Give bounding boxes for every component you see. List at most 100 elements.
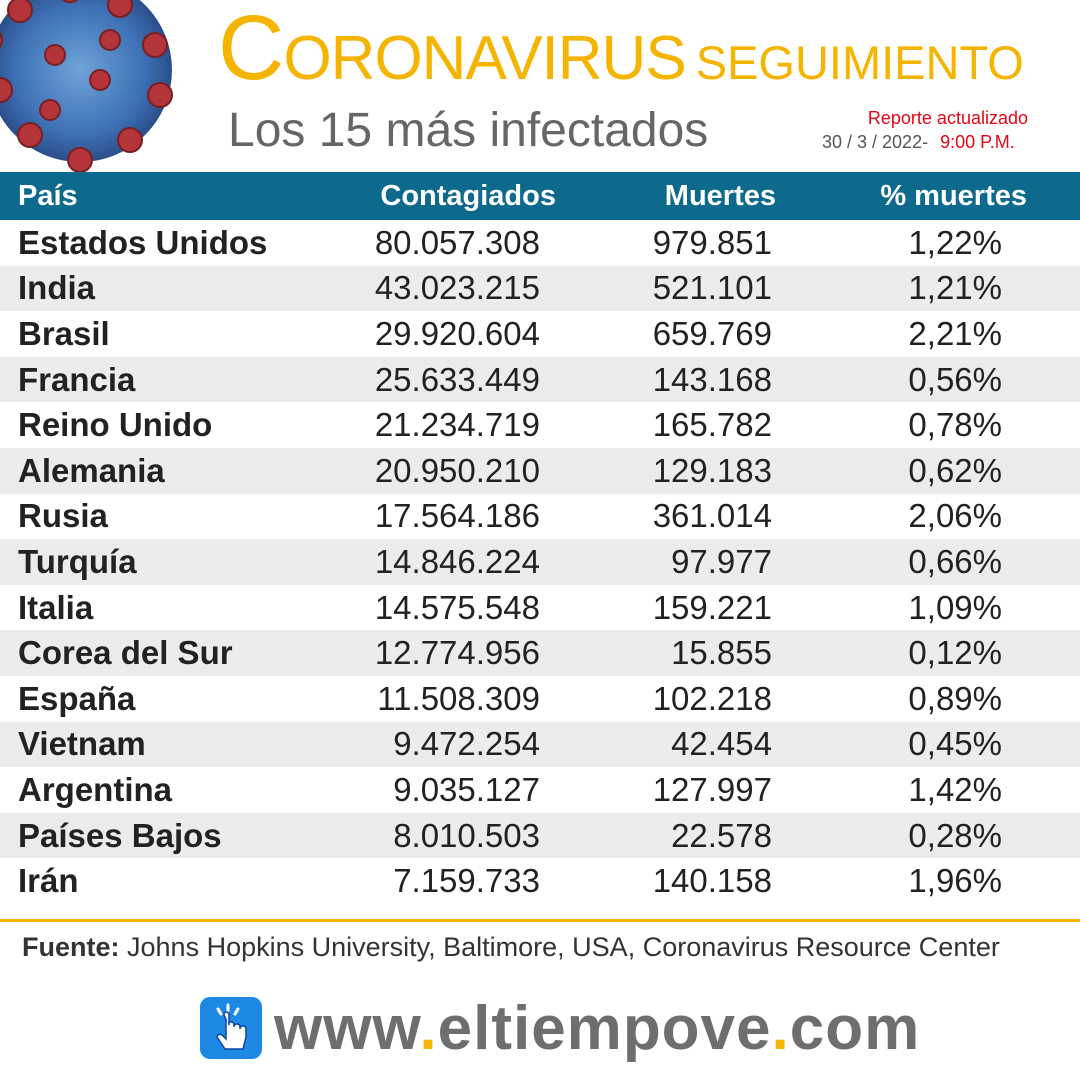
country-cell: Alemania: [18, 451, 165, 489]
pct-cell: 0,12%: [908, 634, 1002, 672]
deaths-cell: 15.855: [671, 634, 772, 672]
url-www: www: [274, 993, 420, 1063]
pct-cell: 0,45%: [908, 725, 1002, 763]
deaths-cell: 97.977: [671, 542, 772, 580]
table-row: Alemania 20.950.210 129.183 0,62%: [0, 447, 1080, 494]
cases-cell: 20.950.210: [374, 451, 540, 489]
data-table: País Contagiados Muertes % muertes Estad…: [0, 172, 1080, 904]
pct-cell: 2,06%: [908, 497, 1002, 535]
table-row: Rusia 17.564.186 361.014 2,06%: [0, 494, 1080, 540]
divider: [0, 919, 1080, 922]
table-row: Países Bajos 8.010.503 22.578 0,28%: [0, 812, 1080, 859]
pct-cell: 1,96%: [908, 862, 1002, 900]
deaths-cell: 165.782: [652, 406, 772, 444]
url-dot: .: [771, 993, 790, 1063]
deaths-cell: 361.014: [652, 497, 772, 535]
pct-cell: 1,22%: [908, 223, 1002, 261]
table-row: Italia 14.575.548 159.221 1,09%: [0, 585, 1080, 631]
cases-cell: 14.575.548: [374, 588, 540, 626]
report-datetime: 30 / 3 / 2022- 9:00 P.M.: [822, 132, 1015, 153]
hand-pointer-icon: [200, 997, 262, 1059]
deaths-cell: 22.578: [671, 816, 772, 854]
deaths-cell: 42.454: [671, 725, 772, 763]
country-cell: España: [18, 679, 136, 717]
table-row: Brasil 29.920.604 659.769 2,21%: [0, 311, 1080, 357]
subtitle: Los 15 más infectados: [228, 104, 709, 157]
deaths-cell: 659.769: [652, 314, 772, 352]
cases-cell: 21.234.719: [374, 406, 540, 444]
pct-cell: 0,62%: [908, 451, 1002, 489]
country-cell: Países Bajos: [18, 816, 222, 854]
country-cell: Irán: [18, 862, 79, 900]
pct-cell: 0,28%: [908, 816, 1002, 854]
table-row: India 43.023.215 521.101 1,21%: [0, 265, 1080, 312]
pct-cell: 0,56%: [908, 360, 1002, 398]
page-title: CORONAVIRUS SEGUIMIENTO: [218, 2, 1024, 94]
deaths-cell: 127.997: [652, 770, 772, 808]
header: CORONAVIRUS SEGUIMIENTO Los 15 más infect…: [0, 0, 1080, 172]
table-row: Estados Unidos 80.057.308 979.851 1,22%: [0, 220, 1080, 266]
country-cell: Vietnam: [18, 725, 146, 763]
country-cell: Estados Unidos: [18, 223, 268, 261]
source-label: Fuente:: [22, 932, 120, 962]
report-date: 30 / 3 / 2022-: [822, 132, 929, 152]
title-initial: C: [218, 0, 284, 99]
cases-cell: 25.633.449: [374, 360, 540, 398]
cases-cell: 29.920.604: [374, 314, 540, 352]
website-url[interactable]: www.eltiempove.com: [274, 993, 920, 1064]
cases-cell: 9.035.127: [393, 770, 540, 808]
deaths-cell: 129.183: [652, 451, 772, 489]
header-deaths: Muertes: [664, 179, 776, 212]
deaths-cell: 521.101: [652, 269, 772, 307]
table-header: País Contagiados Muertes % muertes: [0, 172, 1080, 220]
cases-cell: 9.472.254: [393, 725, 540, 763]
table-row: Irán 7.159.733 140.158 1,96%: [0, 858, 1080, 904]
pct-cell: 1,42%: [908, 770, 1002, 808]
url-tld: com: [789, 993, 921, 1063]
header-pct: % muertes: [880, 179, 1027, 212]
cases-cell: 43.023.215: [374, 269, 540, 307]
table-row: Corea del Sur 12.774.956 15.855 0,12%: [0, 630, 1080, 676]
cases-cell: 12.774.956: [374, 634, 540, 672]
country-cell: India: [18, 269, 96, 307]
pct-cell: 1,09%: [908, 588, 1002, 626]
deaths-cell: 102.218: [652, 679, 772, 717]
source-text: Johns Hopkins University, Baltimore, USA…: [127, 932, 1000, 962]
header-cases: Contagiados: [380, 179, 556, 212]
deaths-cell: 143.168: [652, 360, 772, 398]
country-cell: Rusia: [18, 497, 108, 535]
cases-cell: 14.846.224: [374, 542, 540, 580]
deaths-cell: 159.221: [652, 588, 772, 626]
table-row: Turquía 14.846.224 97.977 0,66%: [0, 539, 1080, 585]
pct-cell: 2,21%: [908, 314, 1002, 352]
title-sub: SEGUIMIENTO: [695, 36, 1024, 89]
table-row: Francia 25.633.449 143.168 0,56%: [0, 356, 1080, 403]
table-row: España 11.508.309 102.218 0,89%: [0, 676, 1080, 722]
table-row: Vietnam 9.472.254 42.454 0,45%: [0, 721, 1080, 768]
deaths-cell: 979.851: [652, 223, 772, 261]
country-cell: Turquía: [18, 542, 137, 580]
cases-cell: 8.010.503: [393, 816, 540, 854]
cases-cell: 80.057.308: [374, 223, 540, 261]
country-cell: Corea del Sur: [18, 634, 233, 672]
pct-cell: 0,66%: [908, 542, 1002, 580]
virus-illustration: [0, 0, 173, 172]
cases-cell: 11.508.309: [377, 679, 540, 717]
country-cell: Italia: [18, 588, 94, 626]
table-row: Argentina 9.035.127 127.997 1,42%: [0, 767, 1080, 813]
cases-cell: 7.159.733: [393, 862, 540, 900]
country-cell: Reino Unido: [18, 406, 213, 444]
country-cell: Francia: [18, 360, 136, 398]
report-label: Reporte actualizado: [867, 108, 1028, 128]
table-body: Estados Unidos 80.057.308 979.851 1,22% Indi…: [0, 220, 1080, 904]
website-link[interactable]: www.eltiempove.com: [200, 994, 920, 1063]
source-note: Fuente: Johns Hopkins University, Baltim…: [22, 932, 1000, 963]
url-dot: .: [419, 993, 438, 1063]
url-name: eltiempove: [437, 993, 772, 1063]
table-row: Reino Unido 21.234.719 165.782 0,78%: [0, 402, 1080, 448]
pct-cell: 0,89%: [908, 679, 1002, 717]
pct-cell: 1,21%: [908, 269, 1002, 307]
country-cell: Brasil: [18, 314, 110, 352]
title-main: ORONAVIRUS: [283, 24, 686, 93]
report-time: 9:00 P.M.: [940, 132, 1015, 152]
